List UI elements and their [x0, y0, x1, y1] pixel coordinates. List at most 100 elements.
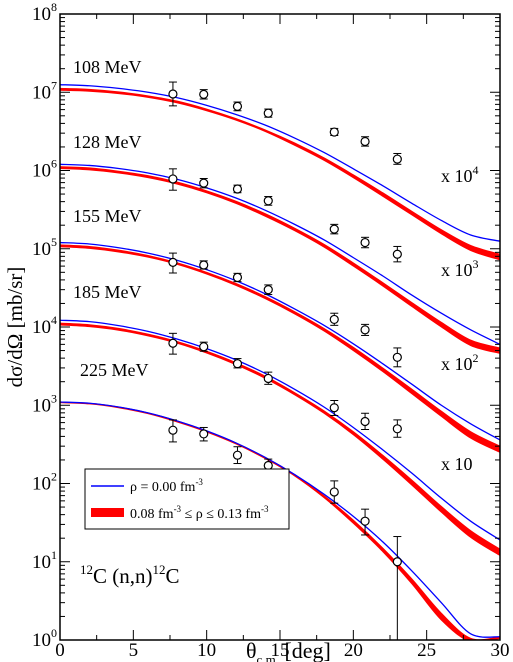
data-marker: [392, 154, 402, 164]
red-band-3: [60, 244, 500, 453]
data-marker: [199, 342, 209, 352]
data-marker: [199, 89, 209, 99]
y-tick-label: 100: [32, 626, 57, 651]
data-points-layer: [168, 81, 402, 640]
data-point: [263, 196, 273, 206]
x-tick-label: 10: [197, 640, 216, 661]
data-marker: [199, 260, 209, 270]
data-marker: [329, 224, 339, 234]
y-tick-label: 101: [32, 548, 57, 573]
curves-layer: [60, 84, 500, 640]
data-marker: [329, 403, 339, 413]
data-point: [199, 426, 209, 442]
data-point: [360, 136, 370, 147]
data-marker: [168, 257, 178, 267]
energy-label: 108 MeV: [73, 57, 142, 77]
y-tick-label: 105: [32, 235, 57, 260]
data-marker: [232, 450, 243, 460]
data-marker: [199, 429, 209, 439]
data-marker: [392, 424, 402, 434]
data-marker: [263, 108, 273, 118]
axis-ticks: 0 5 10 15 20 25 30 100 101 102 103 104 105 106 107 108: [32, 0, 510, 661]
data-point: [232, 446, 243, 465]
data-marker: [232, 101, 243, 111]
blue-curve-1: [60, 84, 500, 242]
y-tick-label: 108: [32, 0, 57, 25]
data-point: [392, 419, 402, 438]
data-marker: [329, 314, 339, 325]
data-point: [329, 480, 339, 504]
y-tick-label: 104: [32, 313, 57, 338]
scale-factor-label: x 103: [441, 257, 479, 280]
data-point: [392, 152, 402, 165]
data-point: [168, 81, 178, 107]
data-marker: [232, 184, 243, 194]
y-tick-label: 102: [32, 470, 57, 495]
data-point: [232, 184, 243, 194]
data-marker: [199, 178, 209, 188]
x-axis-title: θc.m. [deg]: [246, 638, 331, 662]
energy-label: 185 MeV: [73, 282, 142, 302]
y-tick-label: 107: [32, 78, 57, 103]
red-band-1: [60, 87, 500, 261]
data-marker: [360, 516, 370, 526]
scale-factor-label: x 102: [441, 351, 479, 374]
scale-factor-label: x 10: [441, 454, 473, 474]
y-tick-label: 103: [32, 391, 57, 416]
data-point: [168, 419, 178, 443]
data-point: [168, 168, 178, 191]
data-marker: [392, 249, 402, 259]
x-tick-label: 20: [344, 640, 363, 661]
data-point: [199, 341, 209, 352]
data-point: [263, 108, 273, 118]
data-marker: [168, 425, 178, 435]
x-tick-label: 15: [271, 640, 290, 661]
series-labels: 108 MeV x 104 128 MeV x 103 155 MeV x 102 185 …: [73, 57, 479, 474]
data-point: [263, 371, 273, 385]
x-tick-label: 5: [129, 640, 139, 661]
data-marker: [360, 325, 370, 335]
data-point: [232, 272, 243, 283]
legend-red-label: 0.08 fm-3 ≤ ρ ≤ 0.13 fm-3: [130, 504, 269, 522]
data-point: [360, 236, 370, 249]
data-marker: [360, 136, 370, 147]
data-marker: [168, 174, 178, 184]
data-point: [329, 400, 339, 416]
legend: ρ = 0.00 fm-3 0.08 fm-3 ≤ ρ ≤ 0.13 fm-3: [84, 468, 290, 530]
data-point: [329, 223, 339, 235]
data-point: [360, 412, 370, 430]
x-tick-label: 0: [55, 640, 65, 661]
blue-curve-3: [60, 241, 500, 441]
data-marker: [263, 460, 273, 471]
data-marker: [360, 237, 370, 248]
blue-curve-4: [60, 319, 500, 541]
data-point: [329, 127, 339, 137]
data-point: [168, 332, 178, 355]
data-marker: [168, 89, 178, 99]
data-point: [360, 323, 370, 336]
data-point: [329, 312, 339, 326]
legend-blue-label: ρ = 0.00 fm-3: [130, 477, 203, 495]
data-marker: [360, 416, 370, 427]
data-point: [199, 89, 209, 100]
data-point: [360, 508, 370, 536]
red-band-2: [60, 166, 500, 354]
data-marker: [263, 196, 273, 206]
y-tick-label: 106: [32, 157, 57, 182]
energy-label: 225 MeV: [80, 360, 149, 380]
energy-label: 128 MeV: [73, 132, 142, 152]
data-marker: [392, 352, 402, 362]
data-marker: [263, 373, 273, 384]
data-marker: [232, 359, 243, 369]
x-tick-label: 25: [417, 640, 436, 661]
data-marker: [329, 127, 339, 137]
data-point: [392, 536, 402, 640]
data-marker: [392, 557, 402, 567]
data-point: [199, 260, 209, 270]
data-point: [392, 245, 402, 263]
data-marker: [232, 272, 243, 283]
blue-curve-2: [60, 163, 500, 345]
data-point: [199, 178, 209, 189]
energy-label: 155 MeV: [73, 206, 142, 226]
